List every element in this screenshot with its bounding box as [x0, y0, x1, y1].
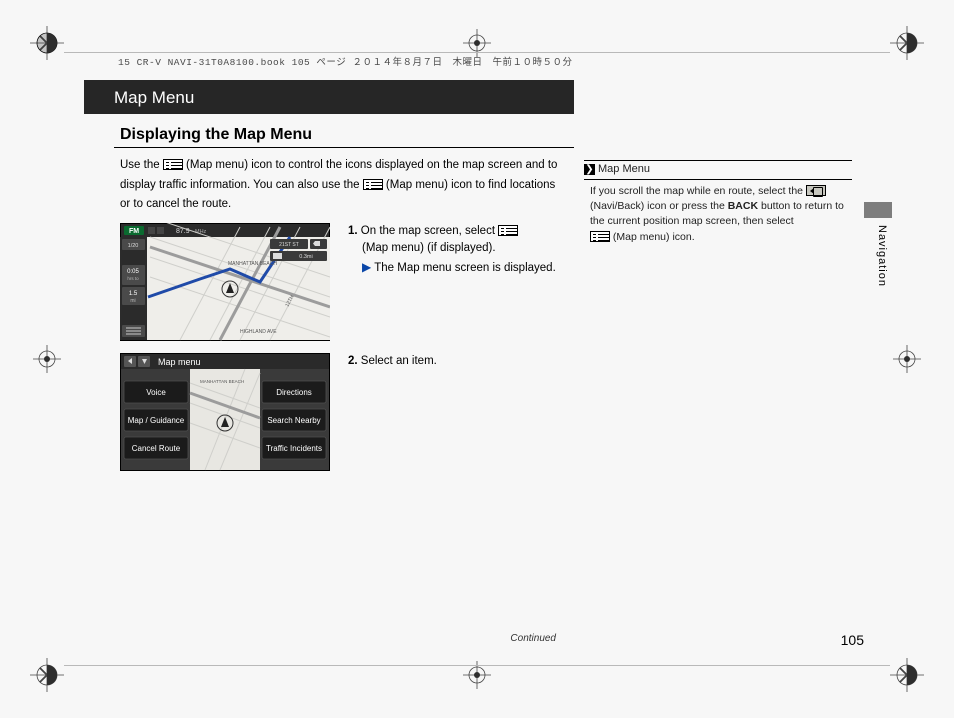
menu-title: Map menu: [158, 357, 201, 367]
crop-mark-icon: [30, 658, 64, 692]
menu-button: Voice: [146, 388, 166, 397]
menu-buttons-right: Directions Search Nearby Traffic Inciden…: [262, 381, 326, 459]
section-title: Map Menu: [84, 80, 574, 114]
book-meta-line: 15 CR-V NAVI-31T0A8100.book 105 ページ ２０１４…: [118, 54, 572, 68]
step-result: The Map menu screen is displayed.: [374, 262, 556, 274]
screenshot-map-screen: FM 87.9 MHz: [120, 223, 330, 341]
navi-back-icon: [806, 185, 826, 196]
menu-button: Map / Guidance: [128, 416, 185, 425]
chevron-icon: ❯: [584, 164, 595, 175]
street-label: MANHATTAN BEACH: [228, 261, 277, 267]
side-text: (Navi/Back) icon or press the: [590, 200, 728, 212]
continued-label: Continued: [510, 633, 556, 644]
menu-button: Directions: [276, 388, 312, 397]
crop-mark-icon: [890, 26, 924, 60]
side-note: ❯Map Menu If you scroll the map while en…: [584, 160, 852, 245]
screenshot-map-menu: Map menu MANHATTAN BEACH: [120, 353, 330, 471]
page-number: 105: [841, 632, 864, 648]
street-label: HIGHLAND AVE: [240, 329, 277, 335]
step-row: FM 87.9 MHz: [120, 223, 574, 341]
map-menu-icon: [590, 231, 610, 242]
side-text-back: BACK: [728, 200, 758, 212]
side-text: (Map menu) icon.: [613, 231, 695, 243]
step-text: On the map screen, select: [358, 225, 499, 237]
step-2: 2. Select an item.: [348, 353, 574, 471]
side-note-title: Map Menu: [598, 163, 650, 175]
manual-page: 15 CR-V NAVI-31T0A8100.book 105 ページ ２０１４…: [0, 0, 954, 718]
menu-button: Search Nearby: [267, 416, 320, 425]
scale-label: 1/20: [128, 243, 139, 249]
main-content: Map Menu Displaying the Map Menu Use the…: [114, 80, 574, 658]
step-row: Map menu MANHATTAN BEACH: [120, 353, 574, 471]
step-number: 1.: [348, 225, 358, 237]
crop-mark-icon: [30, 342, 64, 376]
street-label: MANHATTAN BEACH: [200, 379, 244, 384]
map-menu-icon: [163, 159, 183, 170]
step-text: (Map menu) (if displayed).: [362, 240, 496, 258]
map-menu-icon: [363, 179, 383, 190]
dist-box: 0.3mi: [299, 254, 312, 260]
dist-val: 1.5: [129, 291, 138, 297]
crop-mark-icon: [30, 26, 64, 60]
intro-text: Use the: [120, 159, 163, 171]
menu-button: Traffic Incidents: [266, 444, 322, 453]
thumb-tab: [864, 202, 892, 218]
eta-time: 0:05: [127, 269, 139, 275]
street-label: 21ST ST: [279, 242, 299, 248]
radio-band: FM: [129, 228, 139, 235]
menu-buttons-left: Voice Map / Guidance Cancel Route: [124, 381, 188, 459]
crop-mark-icon: [890, 342, 924, 376]
subtitle-rule: [114, 147, 574, 148]
step-number: 2.: [348, 355, 358, 367]
menu-button: Cancel Route: [132, 444, 181, 453]
section-tab: Navigation: [876, 225, 888, 287]
step-1: 1. On the map screen, select (Map menu) …: [348, 223, 574, 341]
side-note-body: If you scroll the map while en route, se…: [584, 180, 852, 245]
crop-mark-icon: [890, 658, 924, 692]
dist-unit: mi: [130, 298, 135, 304]
intro-paragraph: Use the (Map menu) icon to control the i…: [120, 156, 568, 215]
subsection-title: Displaying the Map Menu: [120, 126, 574, 144]
result-arrow-icon: ▶: [362, 260, 371, 274]
side-note-head: ❯Map Menu: [584, 160, 852, 180]
step-text: Select an item.: [358, 355, 437, 367]
eta-unit: hrs to: [127, 276, 139, 281]
map-menu-icon: [498, 225, 518, 236]
side-text: If you scroll the map while en route, se…: [590, 185, 806, 197]
